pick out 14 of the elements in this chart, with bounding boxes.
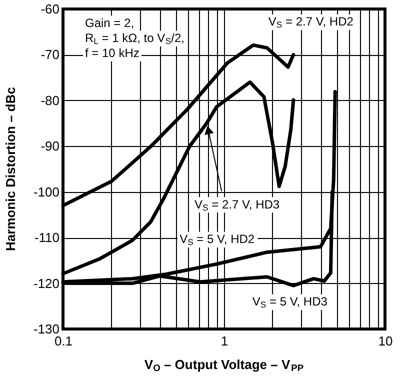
y-tick-label: -100	[33, 184, 60, 200]
x-tick-label: 1	[220, 334, 228, 348]
y-tick-label: -70	[40, 47, 60, 62]
y-tick-label: -90	[40, 138, 60, 154]
y-axis-title: Harmonic Distortion – dBc	[3, 87, 18, 251]
annotation: f = 10 kHz	[85, 46, 140, 60]
x-tick-label: 10	[378, 334, 393, 348]
y-tick-label: -120	[33, 276, 60, 291]
y-tick-label: -80	[40, 92, 60, 108]
y-tick-label: -110	[34, 230, 60, 246]
annotation: Gain = 2,	[85, 16, 134, 30]
x-tick-label: 0.1	[54, 334, 73, 348]
y-tick-label: -130	[33, 322, 60, 336]
y-tick-label: -60	[40, 2, 60, 16]
